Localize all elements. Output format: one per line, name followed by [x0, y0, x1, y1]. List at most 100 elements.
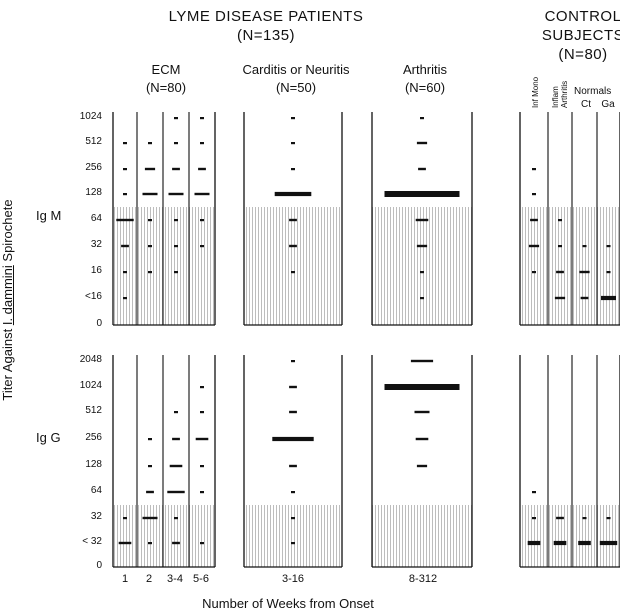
mark-p1-8-312-2 [414, 410, 430, 414]
mark-p1-3-16-2 [289, 410, 297, 414]
mark-p0-inflam-arthritis-3 [554, 296, 566, 300]
shaded-region-p1-2 [372, 505, 472, 567]
mark-p1-8-312-3 [415, 437, 429, 441]
mark-p1-3-4-4 [174, 517, 178, 520]
mark-p1-8-312-4 [416, 464, 428, 468]
mark-p0-2-4 [148, 245, 152, 248]
mark-p1-2-1 [148, 465, 152, 468]
mark-p0-2-0 [148, 142, 152, 145]
x-label-1: 1 [121, 573, 129, 585]
group-label-arthritis: Arthritis [402, 62, 448, 77]
mark-p0-1-1 [123, 168, 127, 171]
mark-p0-inf-mono-2 [530, 218, 538, 222]
tick-label-p1-6: 32 [90, 511, 102, 522]
mark-p0-ct-0 [582, 245, 587, 248]
control-title-line2: SUBJECTS [541, 27, 620, 44]
mark-p0-3-4-4 [174, 219, 178, 222]
tick-label-p1-2: 512 [85, 405, 102, 416]
x-axis-title: Number of Weeks from Onset [202, 596, 374, 611]
tick-label-p0-8: 0 [96, 318, 102, 329]
chart-title: LYME DISEASE PATIENTS [168, 8, 364, 25]
mark-p1-3-4-1 [172, 437, 180, 441]
mark-p1-3-16-7 [291, 542, 295, 545]
mark-p0-5-6-3 [194, 192, 210, 196]
group-label-ecm: ECM [151, 62, 181, 77]
mark-p0-3-4-1 [174, 142, 178, 145]
mark-p0-ct-2 [580, 296, 589, 300]
mark-p0-8-312-2 [418, 167, 426, 171]
mark-p1-3-16-1 [289, 385, 297, 389]
tick-label-p1-1: 1024 [79, 380, 102, 391]
mark-p0-5-6-1 [200, 142, 204, 145]
chart-title-n: (N=135) [236, 27, 296, 44]
mark-p0-3-4-3 [168, 192, 184, 196]
tick-label-p1-5: 64 [90, 485, 102, 496]
mark-p1-2-3 [142, 516, 158, 520]
mark-p0-1-4 [121, 244, 129, 248]
tick-label-p0-1: 512 [85, 136, 102, 147]
mark-p1-3-16-4 [289, 464, 297, 468]
mark-p1-8-312-0 [410, 359, 434, 363]
mark-p1-5-6-3 [200, 465, 204, 468]
mark-p0-2-2 [142, 192, 158, 196]
mark-p1-1-1 [118, 541, 132, 545]
control-label-ga: Ga [601, 99, 615, 110]
mark-p1-inf-mono-1 [532, 517, 536, 520]
mark-p0-3-4-6 [174, 271, 178, 274]
mark-p0-1-5 [123, 271, 127, 274]
mark-p0-3-16-3 [274, 191, 312, 197]
x-label-8-312: 8-312 [408, 573, 438, 585]
mark-p1-3-16-6 [291, 517, 295, 520]
group-n-carditis: (N=50) [275, 80, 317, 95]
shaded-region-p0-2 [372, 207, 472, 325]
mark-p1-ct-0 [582, 517, 587, 520]
mark-p1-inflam-arthritis-0 [556, 516, 564, 520]
mark-p0-1-2 [123, 193, 127, 196]
mark-p0-5-6-2 [198, 167, 206, 171]
tick-label-p0-4: 64 [90, 213, 102, 224]
mark-p0-3-16-1 [291, 142, 295, 145]
mark-p0-3-4-0 [174, 117, 178, 120]
mark-p0-3-16-4 [289, 218, 297, 222]
mark-p1-3-4-3 [167, 490, 185, 494]
tick-label-p0-2: 256 [85, 162, 102, 173]
group-n-arthritis: (N=60) [404, 80, 446, 95]
shaded-region-p0-0 [113, 207, 215, 325]
shaded-region-p1-1 [244, 505, 342, 567]
mark-p0-8-312-0 [420, 117, 424, 120]
mark-p0-2-5 [148, 271, 152, 274]
mark-p1-5-6-2 [195, 437, 209, 441]
mark-p0-3-16-2 [291, 168, 295, 171]
mark-p1-inf-mono-2 [527, 540, 541, 546]
mark-p1-1-0 [123, 517, 127, 520]
data-marks [116, 117, 618, 546]
mark-p0-ga-2 [601, 295, 616, 301]
mark-p1-2-4 [148, 542, 152, 545]
x-label-2: 2 [145, 573, 153, 585]
mark-p0-inflam-arthritis-0 [558, 219, 562, 222]
mark-p0-3-4-5 [174, 245, 178, 248]
mark-p1-3-16-5 [291, 491, 295, 494]
mark-p0-inf-mono-0 [532, 168, 536, 171]
tick-label-p1-7: < 32 [82, 536, 102, 547]
mark-p0-8-312-7 [420, 297, 424, 300]
tick-label-p0-0: 1024 [79, 111, 102, 122]
tick-label-p0-3: 128 [85, 187, 102, 198]
tick-label-p0-6: 16 [90, 265, 102, 276]
shaded-region-p1-3 [520, 505, 620, 567]
mark-p0-3-16-6 [291, 271, 295, 274]
mark-p1-ct-1 [578, 540, 591, 546]
mark-p1-inflam-arthritis-1 [553, 540, 567, 546]
x-label-3-16: 3-16 [281, 573, 305, 585]
mark-p0-1-0 [123, 142, 127, 145]
tick-label-p0-5: 32 [90, 239, 102, 250]
mark-p1-3-4-0 [174, 411, 178, 414]
mark-p1-5-6-0 [200, 386, 204, 389]
x-label-5-6: 5-6 [193, 573, 209, 585]
mark-p0-8-312-6 [420, 271, 424, 274]
mark-p1-5-6-5 [200, 542, 204, 545]
mark-p0-ga-1 [606, 271, 611, 274]
shaded-regions [113, 207, 620, 567]
